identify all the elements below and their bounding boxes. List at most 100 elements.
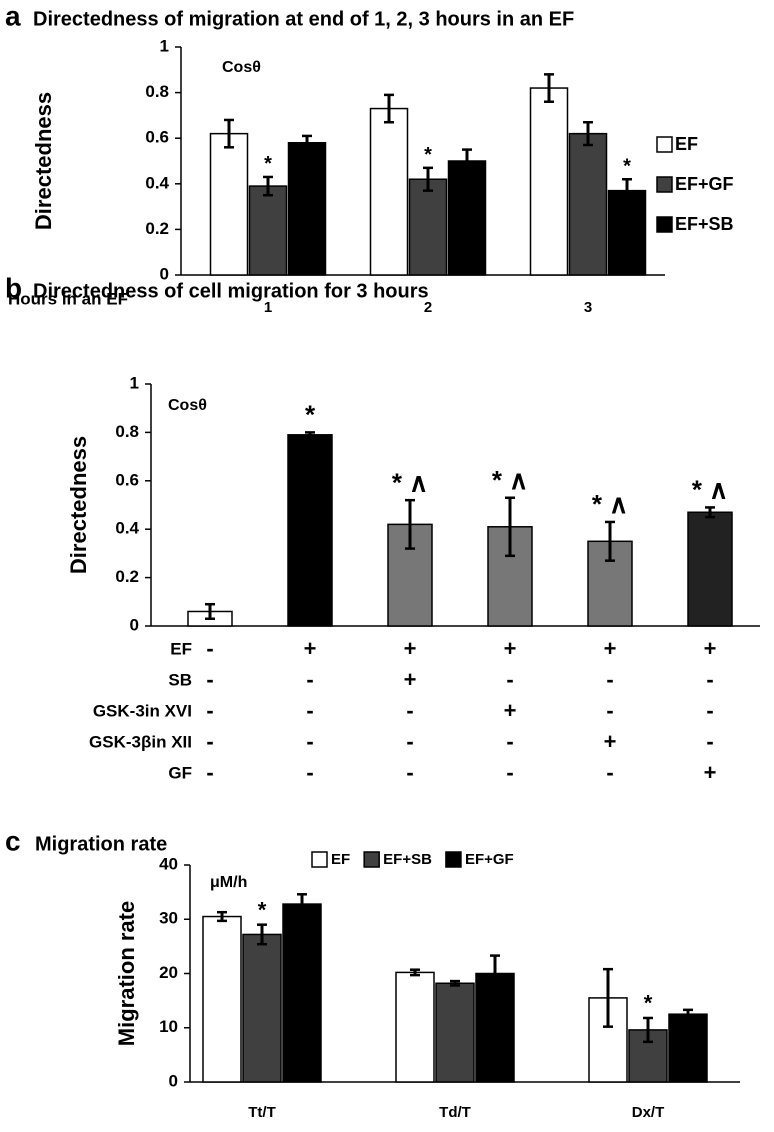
bar [287,142,327,276]
legend-label: EF [675,134,698,154]
bar [282,903,322,1083]
treatment-sign: - [406,760,413,785]
y-tick-label: 1 [160,36,169,55]
x-tick-label: 3 [584,299,592,316]
treatment-sign: + [404,667,417,692]
bar [447,160,487,276]
bar [568,132,608,276]
significance-mark: * [644,991,653,1016]
treatment-sign: - [406,729,413,754]
y-tick-label: 20 [159,963,178,982]
treatment-sign: + [504,636,517,661]
significance-mark: * [305,400,316,430]
treatment-sign: + [604,729,617,754]
legend-label: EF [331,851,350,868]
bar [587,540,633,627]
treatment-sign: - [506,667,513,692]
x-tick-label: Td/T [439,1104,471,1121]
bar [408,178,448,276]
treatment-sign: - [406,698,413,723]
y-tick-label: 0.8 [115,422,139,441]
treatment-sign: - [206,667,213,692]
treatment-sign: - [306,698,313,723]
treatment-sign: - [506,760,513,785]
treatment-sign: - [706,698,713,723]
bar [209,132,249,276]
legend-swatch [445,851,462,868]
treatment-sign: + [504,698,517,723]
y-tick-label: 40 [159,854,178,873]
y-tick-label: 30 [159,909,178,928]
panel-letter: c [5,825,21,856]
legend-swatch [656,136,673,153]
y-tick-label: 0 [160,264,169,283]
bar [369,107,409,276]
significance-mark: * [258,897,267,922]
chart-title: Directedness of cell migration for 3 hou… [33,280,429,302]
x-tick-label: Tt/T [248,1104,276,1121]
treatment-sign: + [704,636,717,661]
y-tick-label: 10 [159,1017,178,1036]
significance-mark: * ∧ [492,465,528,495]
legend-swatch [363,851,380,868]
y-tick-label: 0.6 [115,470,139,489]
bar [242,933,282,1083]
y-tick-label: 0.2 [145,219,169,238]
legend-label: EF+GF [675,174,734,194]
treatment-label: GSK-3βin XII [89,732,192,751]
treatment-sign: + [604,636,617,661]
significance-mark: * [264,153,272,175]
y-tick-label: 0.6 [145,128,169,147]
treatment-sign: - [206,636,213,661]
bar [607,189,647,276]
significance-mark: * ∧ [592,489,628,519]
x-tick-label: Dx/T [632,1104,665,1121]
annotation: Cosθ [168,397,207,414]
x-tick-label: 2 [424,299,432,316]
bar [687,511,733,627]
treatment-sign: - [506,729,513,754]
y-tick-label: 1 [130,373,139,392]
significance-mark: * [623,156,631,178]
bar [248,185,288,276]
treatment-label: EF [170,639,192,658]
chart-title: Directedness of migration at end of 1, 2… [33,8,574,30]
treatment-sign: - [306,760,313,785]
treatment-sign: - [206,698,213,723]
treatment-label: GF [168,763,192,782]
treatment-sign: - [606,667,613,692]
y-axis-label: Directedness [31,92,56,230]
legend-swatch [656,176,673,193]
y-tick-label: 0 [130,615,139,634]
panel-letter: b [5,272,22,303]
legend-label: EF+SB [383,851,432,868]
y-tick-label: 0.4 [115,519,139,538]
y-tick-label: 0.8 [145,82,169,101]
treatment-sign: + [704,760,717,785]
bar [529,87,569,276]
treatment-sign: + [304,636,317,661]
x-tick-label: 1 [264,299,272,316]
y-tick-label: 0.2 [115,567,139,586]
legend-label: EF+GF [465,851,514,868]
bar [395,971,435,1083]
bar [287,434,333,627]
treatment-sign: - [306,667,313,692]
chart-title: Migration rate [35,833,167,855]
bar [435,982,475,1083]
treatment-sign: - [706,667,713,692]
bar [668,1013,708,1083]
panel-letter: a [5,0,21,31]
annotation: μM/h [210,874,247,891]
significance-mark: * [424,144,432,166]
treatment-sign: + [404,636,417,661]
treatment-sign: - [706,729,713,754]
treatment-label: GSK-3in XVI [93,701,192,720]
legend-swatch [656,216,673,233]
legend-swatch [311,851,328,868]
significance-mark: * ∧ [692,475,728,505]
treatment-sign: - [606,698,613,723]
treatment-sign: - [306,729,313,754]
